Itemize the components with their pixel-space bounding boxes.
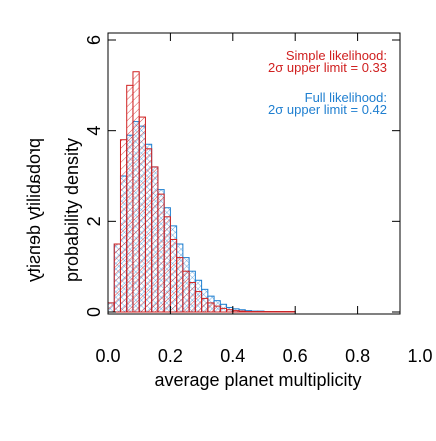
histogram-bar <box>214 306 220 312</box>
x-tick-label: 0.0 <box>95 346 120 366</box>
y-tick-label: 2 <box>84 216 104 226</box>
x-tick-label: 0.4 <box>220 346 245 366</box>
histogram-bar <box>183 271 189 312</box>
histogram-bar <box>164 217 170 312</box>
histogram-bar <box>114 244 120 312</box>
y-tick-label: 4 <box>84 126 104 136</box>
histogram-bar <box>220 308 226 312</box>
annotation: 2σ upper limit = 0.42 <box>268 102 387 117</box>
histogram-bar <box>227 310 233 312</box>
x-tick-label: 0.2 <box>158 346 183 366</box>
histogram-bar <box>158 194 164 312</box>
x-axis-label: average planet multiplicity <box>154 370 361 390</box>
histogram-bar <box>170 239 176 312</box>
y-tick-label: 6 <box>84 35 104 45</box>
y-axis-label-mirror: probability density <box>24 138 44 282</box>
histogram-bar <box>120 140 126 312</box>
histogram-bar <box>152 167 158 312</box>
histogram-bar <box>108 303 114 312</box>
x-tick-label: 0.6 <box>283 346 308 366</box>
histogram-bar <box>208 303 214 312</box>
histogram-bar <box>195 292 201 312</box>
histogram-bar <box>177 258 183 312</box>
histogram-bar <box>239 311 245 312</box>
y-axis-label: probability density <box>62 138 82 282</box>
histogram-bar <box>139 117 145 312</box>
x-tick-label: 1.0 <box>407 346 432 366</box>
y-tick-label: 0 <box>84 307 104 317</box>
x-tick-label: 0.8 <box>345 346 370 366</box>
histogram-bar <box>133 72 139 312</box>
histogram-bar <box>127 85 133 312</box>
histogram-bar <box>233 311 239 312</box>
histogram-bar <box>189 283 195 312</box>
annotation: 2σ upper limit = 0.33 <box>268 60 387 75</box>
histogram-bar <box>145 149 151 312</box>
histogram-bar <box>202 298 208 312</box>
